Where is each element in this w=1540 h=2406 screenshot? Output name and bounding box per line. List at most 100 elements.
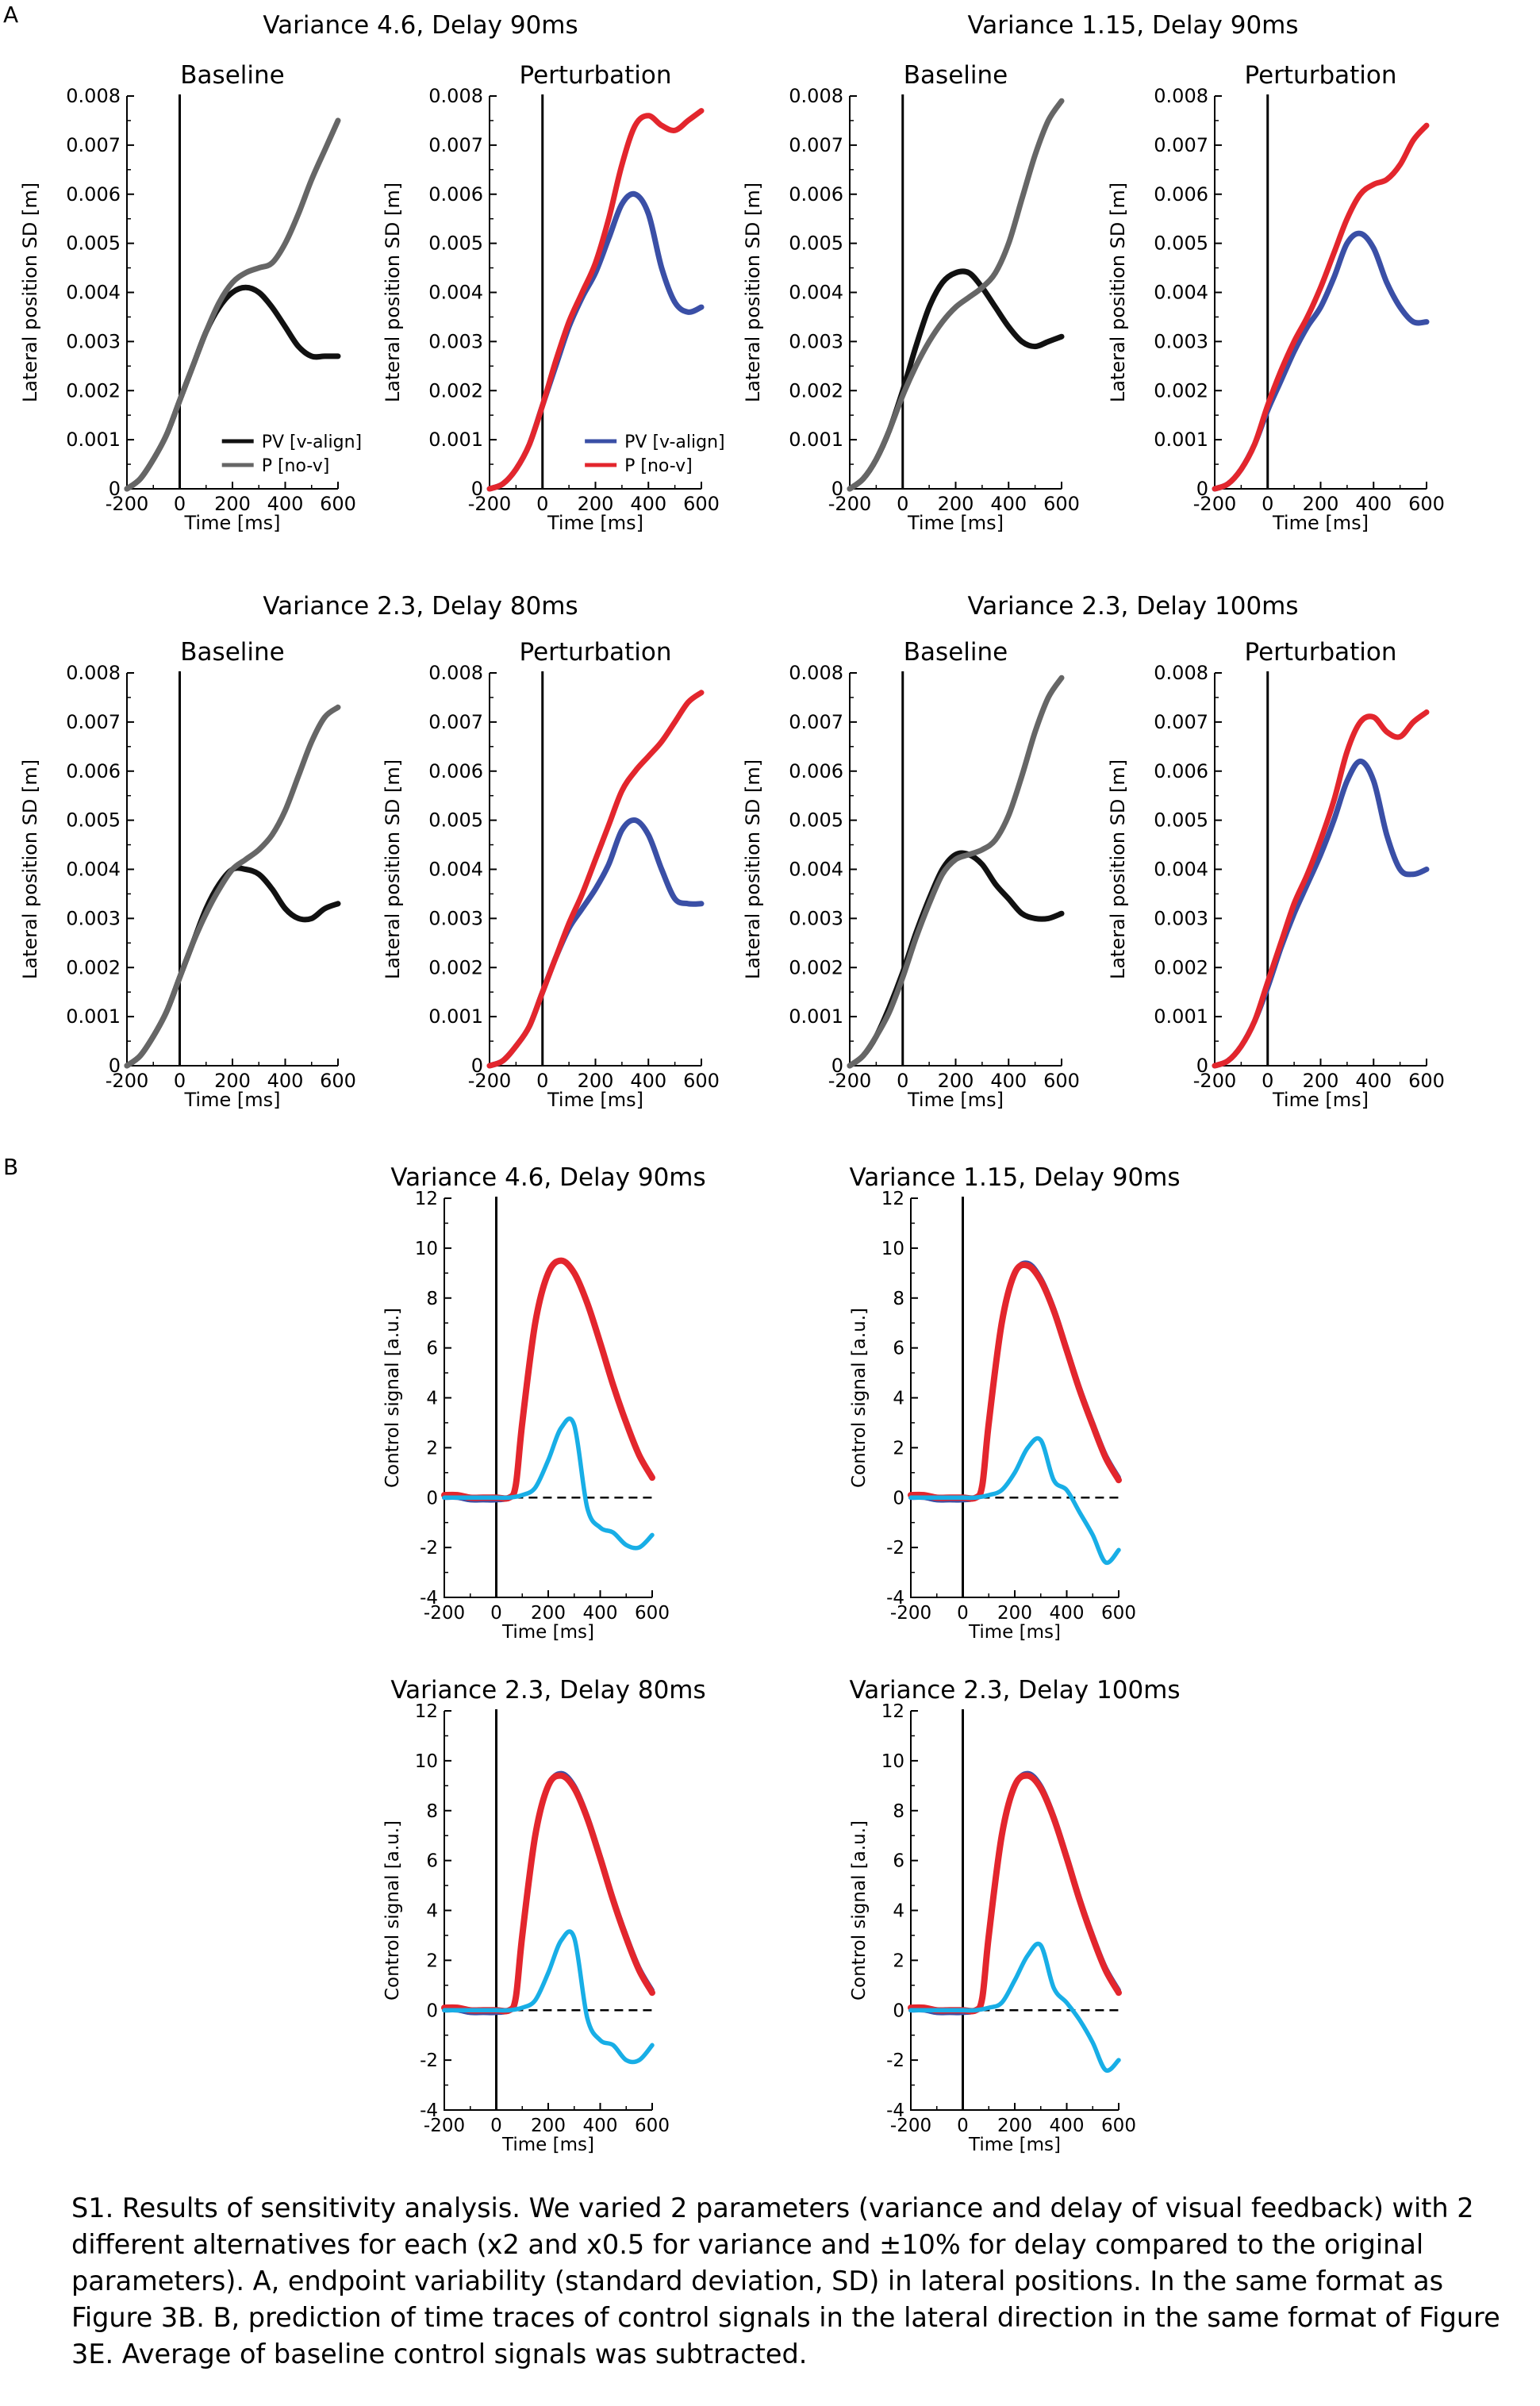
- y-tick-label: 0.007: [789, 711, 843, 733]
- y-tick-label: -2: [420, 2050, 438, 2071]
- x-tick-label: 200: [1303, 1070, 1339, 1092]
- y-tick-label: 0.008: [66, 85, 121, 107]
- y-tick-label: 2: [426, 1438, 438, 1459]
- x-tick-label: 200: [997, 1603, 1032, 1624]
- y-tick-label: 8: [893, 1801, 904, 1822]
- y-tick-label: 0.006: [1154, 183, 1208, 206]
- y-tick-label: 0.004: [1154, 859, 1208, 881]
- y-tick-label: 2: [426, 1951, 438, 1971]
- y-tick-label: 0.003: [428, 330, 483, 352]
- y-axis-label: Control signal [a.u.]: [382, 1308, 403, 1488]
- series-line-p-no-v: [1212, 709, 1430, 1069]
- series-line-pv-v-align: [1212, 230, 1430, 492]
- y-tick-label: 0.007: [428, 134, 483, 156]
- y-tick-label: 0: [471, 478, 483, 500]
- x-tick-label: 400: [267, 493, 304, 515]
- y-tick-label: 0.004: [66, 282, 121, 304]
- y-tick-label: 0.003: [428, 907, 483, 929]
- y-tick-label: 2: [893, 1438, 904, 1459]
- chart-title: Baseline: [904, 61, 1008, 90]
- y-axis-label: Control signal [a.u.]: [849, 1308, 870, 1488]
- legend-label: PV [v-align]: [262, 432, 362, 452]
- x-tick-label: -200: [1193, 493, 1236, 515]
- y-tick-label: 0.003: [789, 330, 843, 352]
- y-tick-label: 0.003: [66, 330, 121, 352]
- y-tick-label: 4: [893, 1389, 904, 1409]
- y-tick-label: 0: [109, 478, 121, 500]
- chart-a-6: 0 0.001 0.002 0.003 0.004 0.005 0.006 0.007 0.00…: [742, 638, 1080, 1111]
- series-line-p-no-v: [847, 675, 1065, 1069]
- series-line-p-no-v: [486, 108, 705, 492]
- x-tick-label: 600: [635, 1603, 670, 1624]
- y-tick-label: 10: [415, 1751, 438, 1772]
- chart-title: Perturbation: [519, 61, 671, 90]
- y-tick-label: 0.001: [428, 1005, 483, 1028]
- y-tick-label: 0.004: [789, 282, 843, 304]
- y-tick-label: 8: [893, 1289, 904, 1309]
- legend-label: P [no-v]: [624, 456, 693, 476]
- y-tick-label: 0.002: [66, 956, 121, 978]
- x-tick-label: -200: [890, 2116, 931, 2136]
- y-tick-label: 0.003: [1154, 907, 1208, 929]
- series-line-pv-p: [908, 1436, 1121, 1566]
- series-line-p-no-v: [1212, 122, 1430, 492]
- chart-title: Variance 1.15, Delay 90ms: [849, 1163, 1180, 1192]
- y-tick-label: 8: [426, 1289, 438, 1309]
- y-tick-label: 0.001: [66, 429, 121, 451]
- chart-title: Baseline: [904, 638, 1008, 667]
- y-tick-label: 8: [426, 1801, 438, 1822]
- x-tick-label: 0: [897, 1070, 908, 1092]
- chart-a-0: 0 0.001 0.002 0.003 0.004 0.005 0.006 0.007 0.00…: [19, 61, 362, 534]
- legend-label: P [no-v]: [262, 456, 330, 476]
- series-line-p-no-v: [124, 704, 341, 1069]
- y-tick-label: 0.001: [66, 1005, 121, 1028]
- y-axis-label: Lateral position SD [m]: [1107, 183, 1129, 402]
- x-axis-label: Time [ms]: [547, 512, 643, 534]
- chart-b-2: -4 -2 0 2 4 6 8 10 12 -200 0 200 400 600 Variance 2.3,…: [382, 1676, 706, 2155]
- x-axis-label: Time [ms]: [1272, 512, 1369, 534]
- chart-a-7: 0 0.001 0.002 0.003 0.004 0.005 0.006 0.007 0.00…: [1107, 638, 1445, 1111]
- y-tick-label: 0: [893, 1488, 904, 1509]
- y-tick-label: 0.002: [789, 379, 843, 402]
- x-tick-label: 600: [1101, 2116, 1136, 2136]
- y-tick-label: 0.004: [789, 859, 843, 881]
- axes: [444, 1711, 652, 2111]
- y-tick-label: 0: [1196, 478, 1208, 500]
- axes: [910, 1711, 1119, 2111]
- chart-title: Perturbation: [1244, 638, 1396, 667]
- x-tick-label: 0: [897, 493, 908, 515]
- x-axis-label: Time [ms]: [1272, 1089, 1369, 1111]
- x-tick-label: -200: [828, 1070, 871, 1092]
- series-line-pv-p: [442, 1416, 655, 1551]
- x-tick-label: -200: [106, 1070, 148, 1092]
- y-tick-label: 0.008: [789, 662, 843, 684]
- x-tick-label: 600: [683, 1070, 720, 1092]
- y-tick-label: 10: [881, 1751, 904, 1772]
- series-line-pv: [908, 1260, 1121, 1503]
- y-tick-label: 0.008: [66, 662, 121, 684]
- chart-b-0: -4 -2 0 2 4 6 8 10 12 -200 0 200 400 600 Variance 4.6,…: [382, 1163, 706, 1643]
- y-tick-label: 0.006: [789, 760, 843, 782]
- x-tick-label: 200: [1303, 493, 1339, 515]
- y-tick-label: 0.008: [1154, 85, 1208, 107]
- y-tick-label: 4: [426, 1901, 438, 1922]
- chart-title: Variance 4.6, Delay 90ms: [390, 1163, 705, 1192]
- x-axis-label: Time [ms]: [184, 1089, 281, 1111]
- x-tick-label: 0: [1262, 493, 1273, 515]
- group-title: Variance 1.15, Delay 90ms: [967, 11, 1298, 40]
- chart-title: Perturbation: [1244, 61, 1396, 90]
- series-line-p-no-v: [847, 98, 1065, 492]
- y-tick-label: 0.003: [66, 907, 121, 929]
- y-tick-label: 0.007: [1154, 134, 1208, 156]
- y-axis-label: Lateral position SD [m]: [1107, 759, 1129, 979]
- y-axis-label: Lateral position SD [m]: [19, 759, 41, 979]
- x-tick-label: 400: [990, 493, 1027, 515]
- y-tick-label: 0.008: [428, 662, 483, 684]
- y-axis-label: Lateral position SD [m]: [742, 759, 764, 979]
- x-tick-label: 0: [490, 1603, 502, 1624]
- x-tick-label: 200: [997, 2116, 1032, 2136]
- x-tick-label: 600: [320, 1070, 356, 1092]
- group-title: Variance 2.3, Delay 80ms: [263, 592, 578, 621]
- x-tick-label: 400: [267, 1070, 304, 1092]
- y-tick-label: 0.005: [428, 809, 483, 832]
